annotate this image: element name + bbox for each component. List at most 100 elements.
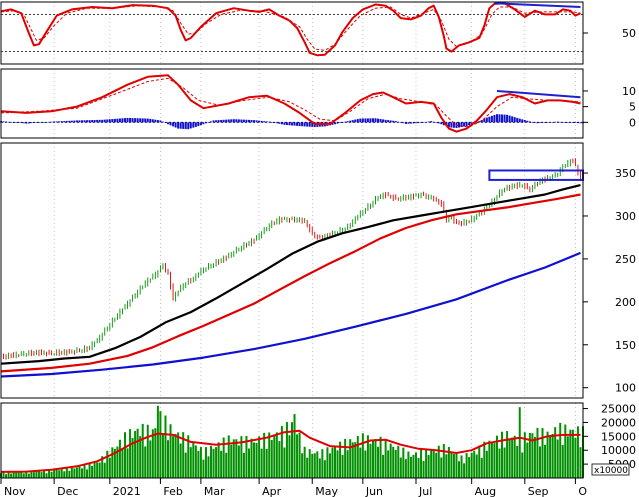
volume-bar — [225, 452, 228, 478]
macd-histogram-bar — [192, 122, 195, 128]
volume-bar — [488, 440, 491, 478]
macd-histogram-bar — [511, 116, 514, 123]
macd-histogram-bar — [523, 120, 526, 123]
volume-bar — [161, 434, 164, 478]
volume-bar — [63, 471, 66, 478]
macd-histogram-bar — [22, 122, 25, 124]
macd-histogram-bar — [533, 122, 536, 123]
volume-bar — [301, 453, 304, 478]
macd-histogram-bar — [40, 122, 43, 123]
volume-bar — [399, 457, 402, 478]
macd-histogram-bar — [452, 122, 455, 128]
volume-bar — [331, 447, 334, 478]
macd-histogram-bar — [508, 115, 511, 123]
macd-signal-line — [0, 77, 581, 128]
macd-histogram-bar — [468, 122, 471, 126]
macd-histogram-bar — [227, 119, 230, 123]
macd-histogram-bar — [80, 120, 83, 123]
volume-bar — [101, 456, 104, 478]
volume-bar — [364, 450, 367, 478]
macd-histogram-bar — [25, 122, 28, 124]
volume-bar — [60, 468, 63, 478]
volume-bar — [217, 442, 220, 478]
volume-bar — [470, 452, 473, 478]
macd-histogram-bar — [156, 120, 159, 123]
volume-bar — [298, 432, 301, 478]
macd-histogram-bar — [242, 119, 245, 123]
volume-bar — [354, 442, 357, 478]
volume-bar — [404, 459, 407, 478]
month-axis: Nov Dec 2021 Feb Mar Apr May Jun Jul Aug Sep O — [0, 478, 587, 497]
volume-bar — [48, 469, 51, 478]
month-label: Jul — [418, 485, 432, 497]
volume-bar — [447, 446, 450, 478]
macd-histogram-bar — [245, 119, 248, 123]
volume-bar — [78, 466, 81, 478]
volume-bar — [356, 435, 359, 478]
volume-bar — [141, 423, 144, 478]
macd-histogram-bar — [108, 119, 111, 123]
macd-histogram-bar — [20, 122, 23, 124]
volume-bar — [440, 457, 443, 478]
macd-histogram-bar — [463, 122, 466, 127]
volume-ma-line — [0, 429, 581, 473]
y-tick-label: 5 — [629, 101, 636, 114]
macd-histogram-bar — [450, 122, 453, 128]
volume-bar — [192, 442, 195, 478]
volume-bar — [498, 448, 501, 478]
macd-histogram-bar — [528, 121, 531, 123]
macd-histogram-bar — [263, 121, 266, 123]
volume-bar — [45, 473, 48, 478]
volume-bar — [435, 452, 438, 478]
macd-histogram-bar — [503, 114, 506, 123]
macd-histogram-bar — [414, 122, 417, 124]
volume-bar — [311, 453, 314, 478]
volume-bar — [285, 422, 288, 478]
month-label: Mar — [204, 485, 225, 497]
volume-bar — [75, 467, 78, 478]
volume-bar — [113, 448, 116, 478]
volume-bar — [382, 454, 385, 478]
macd-histogram-bar — [513, 117, 516, 123]
volume-bar — [83, 463, 86, 478]
volume-bar — [151, 429, 154, 478]
volume-bar — [549, 436, 552, 478]
volume-bar — [574, 437, 577, 478]
volume-bar — [121, 448, 124, 478]
month-label: Jun — [365, 485, 383, 497]
macd-histogram-bar — [139, 118, 142, 123]
macd-histogram-bar — [129, 118, 132, 123]
macd-histogram-bar — [280, 122, 283, 125]
volume-bar — [270, 440, 273, 478]
volume-bar — [538, 446, 541, 478]
volume-bar — [455, 452, 458, 478]
volume-bar — [559, 422, 562, 478]
macd-histogram-bar — [440, 122, 443, 125]
volume-bar — [91, 465, 94, 478]
volume-bar — [369, 443, 372, 478]
month-label: Nov — [4, 485, 26, 497]
macd-histogram-bar — [559, 121, 562, 123]
macd-histogram-bar — [346, 121, 349, 123]
volume-bar — [134, 430, 137, 478]
macd-histogram-bar — [232, 119, 235, 123]
volume-bar — [197, 450, 200, 478]
macd-histogram-bar — [73, 120, 76, 123]
macd-histogram-bar — [538, 122, 541, 124]
volume-bar — [412, 454, 415, 478]
macd-panel: 0 5 10 — [0, 68, 636, 139]
macd-histogram-bar — [364, 118, 367, 123]
volume-bar — [167, 440, 170, 478]
macd-histogram-bar — [382, 119, 385, 123]
volume-bar — [571, 429, 574, 478]
month-label: Sep — [528, 485, 549, 497]
volume-bar — [149, 440, 152, 478]
stochastic-trendline — [494, 2, 581, 8]
macd-histogram-bar — [354, 119, 357, 123]
volume-bar — [179, 443, 182, 478]
volume-bar — [293, 414, 296, 478]
volume-bar — [253, 442, 256, 478]
price-frame — [0, 142, 584, 399]
macd-histogram-bar — [68, 120, 71, 123]
macd-histogram-bar — [58, 121, 61, 123]
